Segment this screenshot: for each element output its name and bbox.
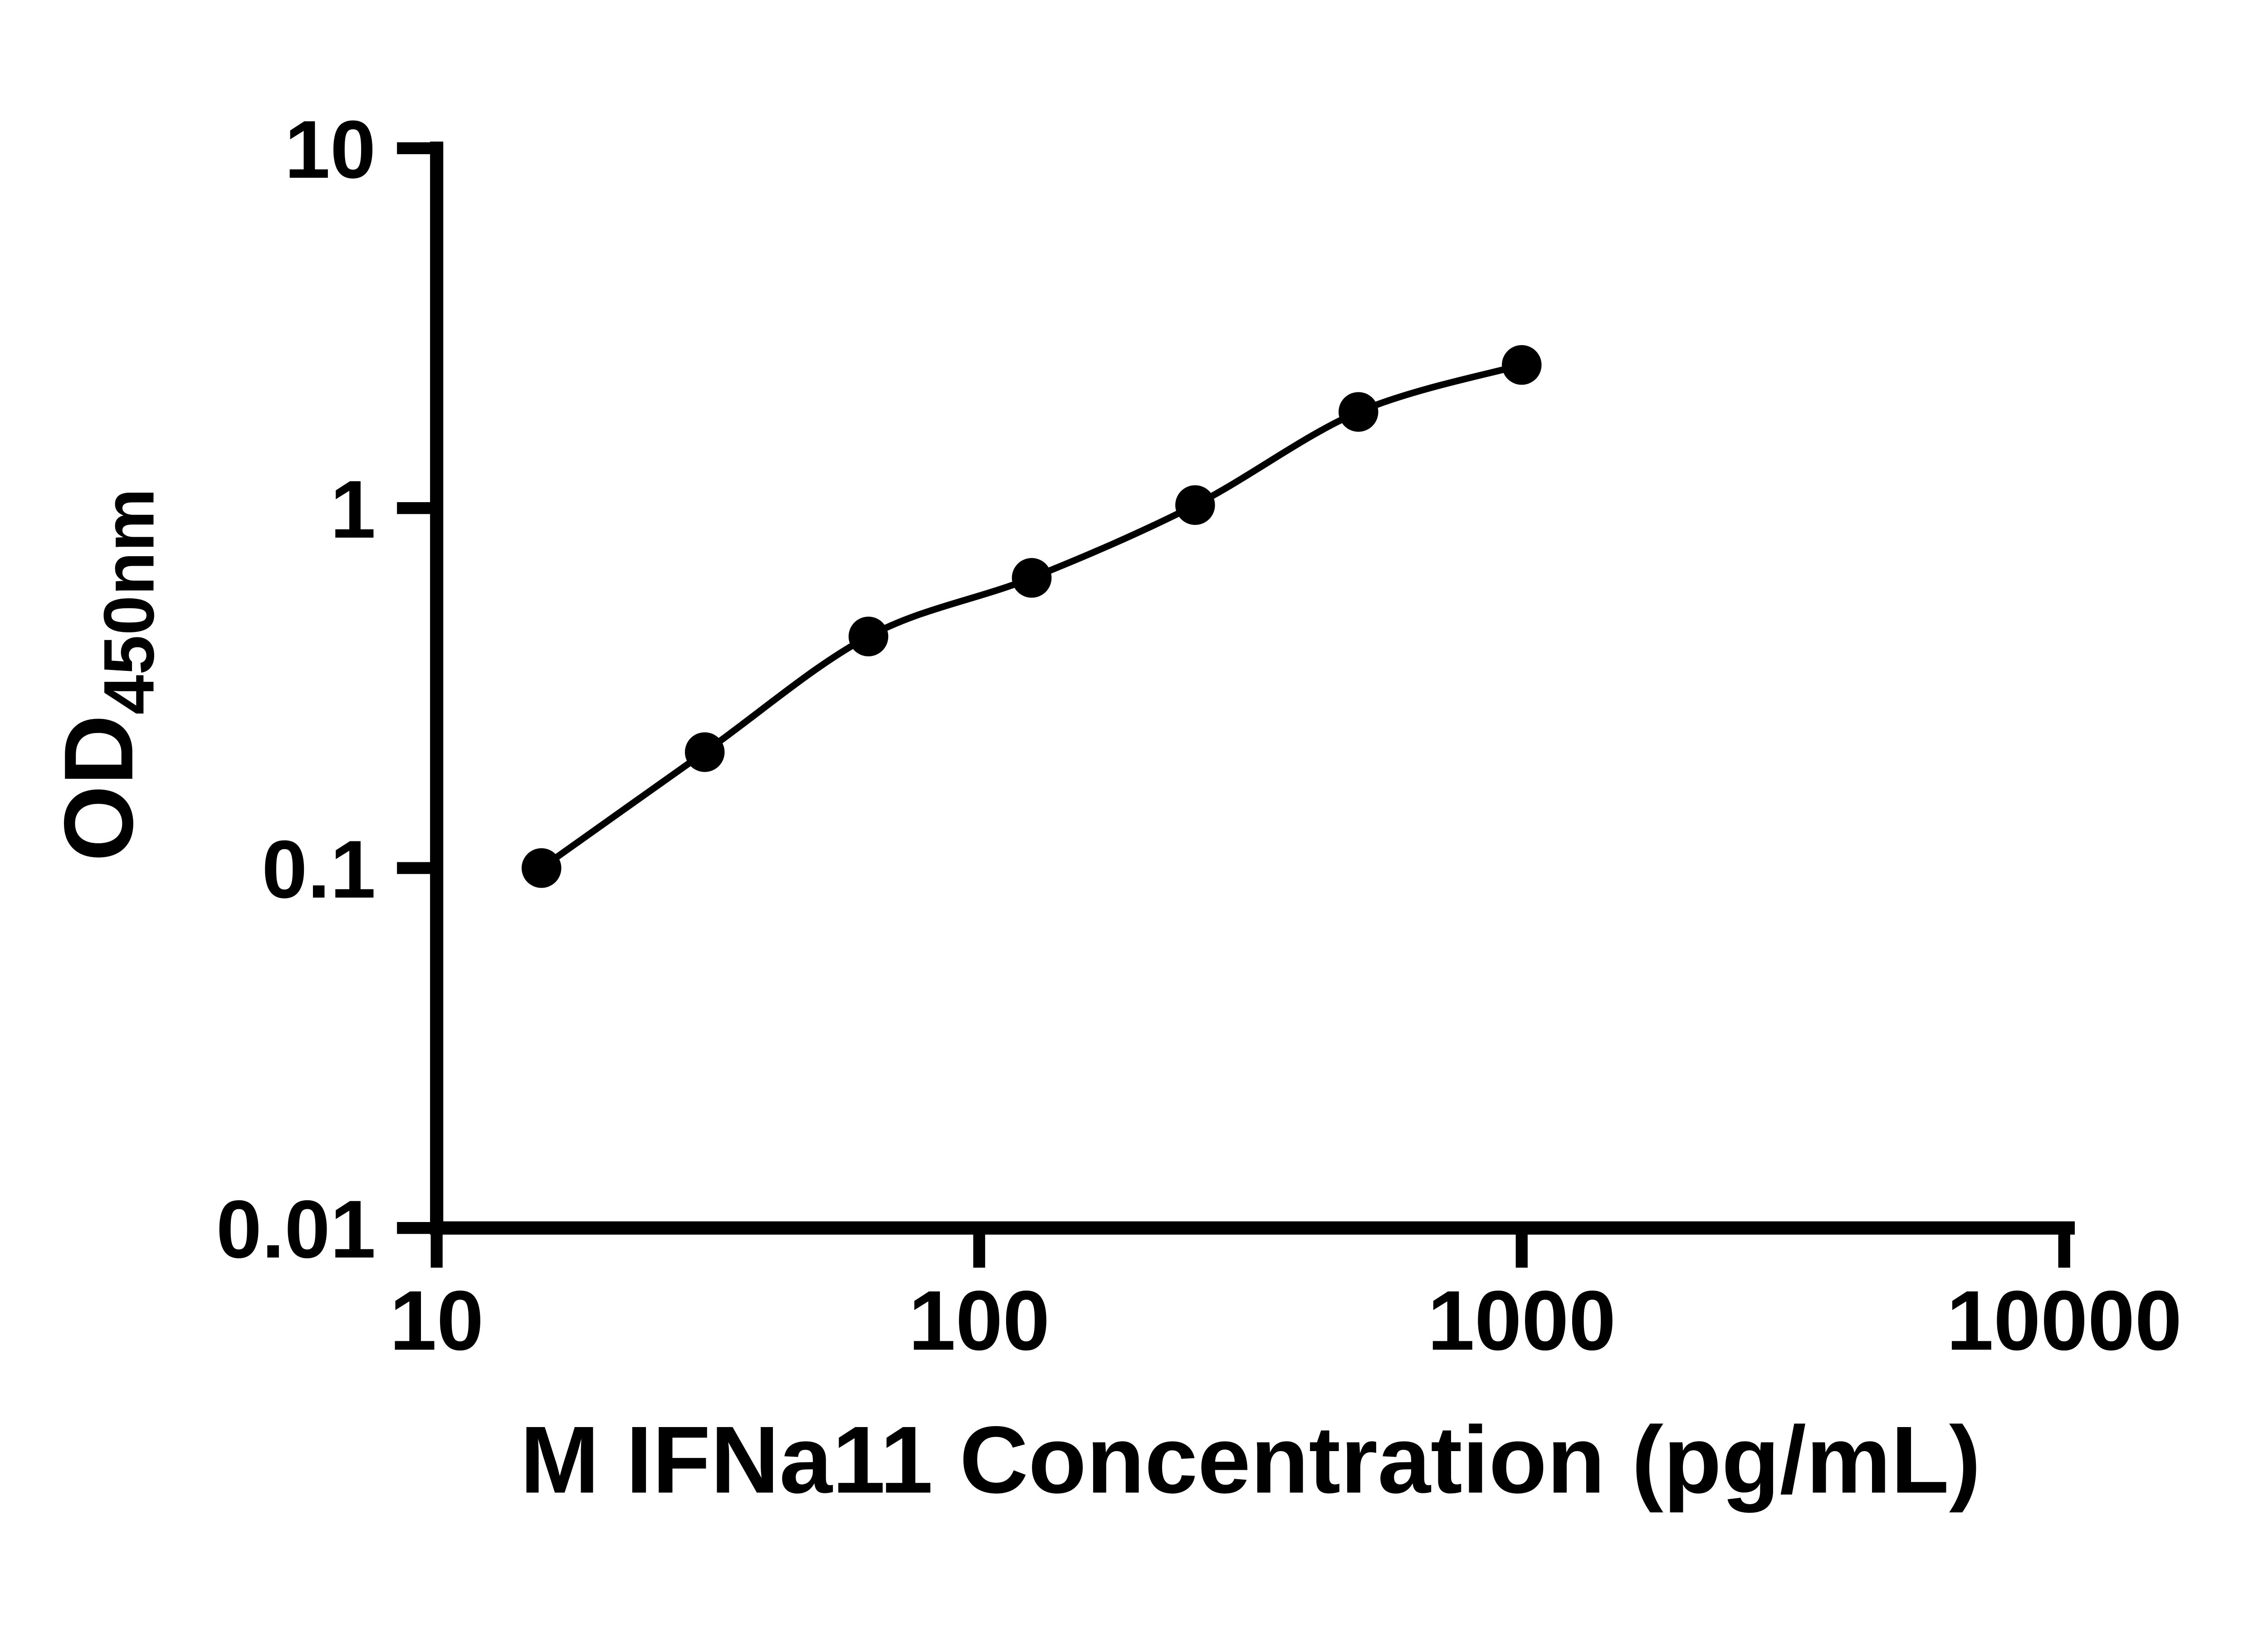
chart-canvas: 0.01 0.1 1 10 10 100 1000 10000 M IFNa11 Concent… (0, 0, 2268, 1588)
x-tick-label: 10 (390, 1273, 484, 1368)
chart-page: 0.01 0.1 1 10 10 100 1000 10000 M IFNa11 Concent… (0, 0, 2268, 1588)
data-point (1175, 485, 1215, 525)
plot-background (0, 0, 2268, 1588)
data-point (1338, 392, 1378, 432)
data-point (1012, 558, 1052, 598)
data-point (1501, 345, 1542, 385)
y-tick-label: 0.01 (216, 1183, 376, 1275)
y-tick-label: 10 (284, 104, 376, 196)
y-tick-label: 1 (330, 464, 376, 555)
x-tick-label: 1000 (1427, 1273, 1616, 1368)
x-tick-label: 100 (909, 1273, 1050, 1368)
y-axis-title: OD450nm (44, 488, 169, 861)
data-point (848, 616, 889, 656)
data-point (684, 732, 725, 772)
data-point (521, 848, 562, 888)
y-tick-label: 0.1 (262, 824, 376, 915)
x-tick-label: 10000 (1946, 1273, 2182, 1368)
standard-curve-figure: 0.01 0.1 1 10 10 100 1000 10000 M IFNa11 Concent… (0, 0, 2268, 1588)
x-axis-title: M IFNa11 Concentration (pg/mL) (520, 1407, 1981, 1513)
